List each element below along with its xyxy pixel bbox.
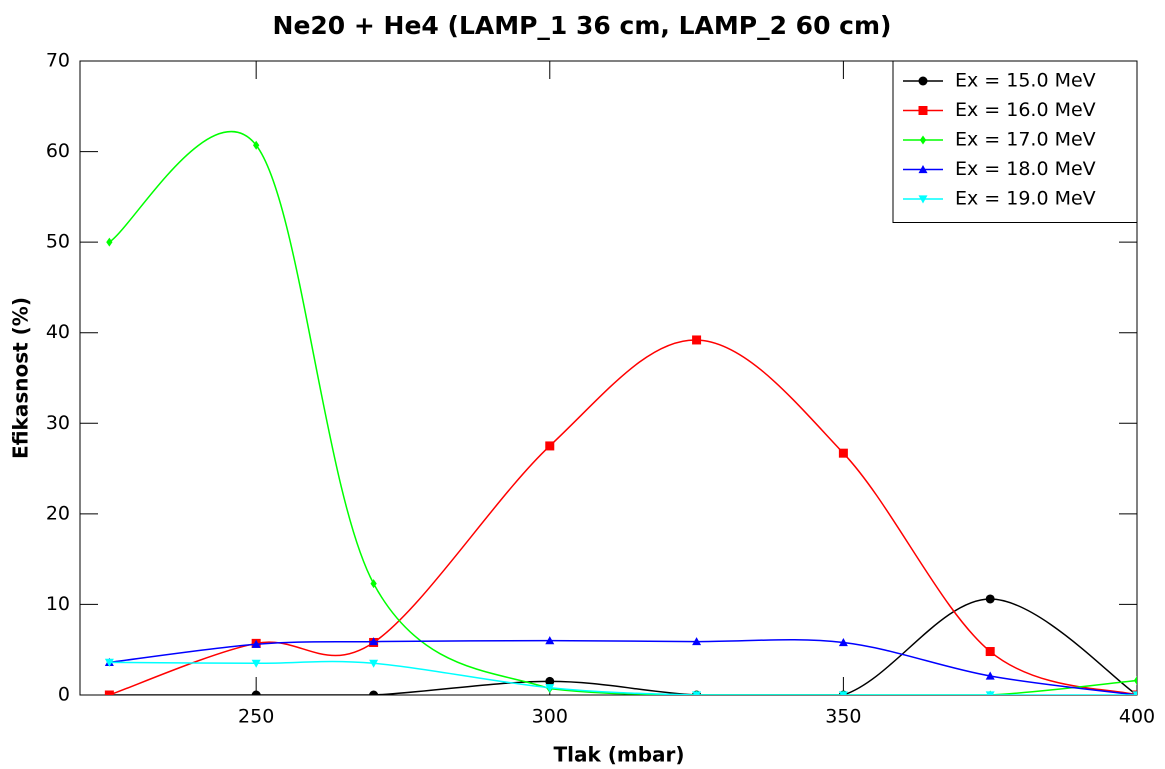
y-tick-label: 10 — [46, 593, 70, 615]
plot-area — [104, 130, 1137, 695]
marker — [918, 165, 928, 174]
marker — [918, 106, 928, 115]
marker — [985, 691, 995, 695]
marker — [985, 671, 995, 680]
series-line — [109, 598, 1137, 695]
x-tick-label: 400 — [1119, 706, 1155, 728]
chart-title: Ne20 + He4 (LAMP_1 36 cm, LAMP_2 60 cm) — [273, 11, 892, 40]
marker — [838, 637, 848, 647]
marker — [985, 594, 995, 604]
legend-label: Ex = 15.0 MeV — [955, 70, 1096, 92]
marker — [1132, 691, 1137, 695]
marker — [1133, 676, 1137, 686]
x-tick-label: 300 — [532, 706, 568, 728]
x-tick-label: 250 — [238, 706, 274, 728]
y-tick-label: 70 — [46, 50, 70, 72]
plot-frame — [79, 60, 1138, 696]
marker — [253, 140, 260, 150]
y-tick-label: 0 — [58, 684, 70, 706]
marker — [370, 579, 377, 589]
x-tick-label: 350 — [825, 706, 861, 728]
marker — [251, 690, 261, 695]
y-tick-label: 20 — [46, 502, 70, 524]
series-line — [109, 638, 1137, 695]
marker — [251, 659, 261, 668]
y-axis-label: Efikasnost (%) — [9, 297, 33, 459]
marker — [545, 636, 555, 645]
marker — [545, 441, 555, 451]
marker — [919, 135, 927, 145]
marker — [104, 690, 114, 695]
marker — [369, 637, 379, 646]
legend-label: Ex = 16.0 MeV — [955, 99, 1096, 121]
marker — [918, 76, 928, 86]
marker — [985, 647, 995, 657]
marker — [692, 637, 702, 646]
legend-label: Ex = 18.0 MeV — [955, 158, 1096, 180]
marker — [369, 659, 379, 668]
marker — [838, 448, 848, 458]
y-tick-label: 50 — [46, 231, 70, 253]
marker — [918, 195, 928, 204]
marker — [838, 691, 848, 695]
marker — [251, 639, 261, 648]
series-line — [109, 339, 1137, 695]
y-tick-label: 60 — [46, 140, 70, 162]
y-tick-label: 30 — [46, 412, 70, 434]
y-tick-label: 40 — [46, 321, 70, 343]
marker — [106, 237, 113, 247]
legend-label: Ex = 19.0 MeV — [955, 188, 1096, 210]
series-line — [109, 660, 1137, 695]
marker — [545, 676, 555, 686]
marker — [545, 684, 555, 693]
legend-box — [892, 60, 1138, 223]
marker — [104, 658, 114, 667]
marker — [692, 335, 702, 345]
marker — [369, 690, 379, 695]
legend: Ex = 15.0 MeV Ex = 16.0 MeV Ex = 17.0 MeV E… — [892, 60, 1138, 223]
x-axis-label: Tlak (mbar) — [553, 743, 684, 767]
legend-label: Ex = 17.0 MeV — [955, 129, 1096, 151]
marker — [692, 691, 702, 695]
